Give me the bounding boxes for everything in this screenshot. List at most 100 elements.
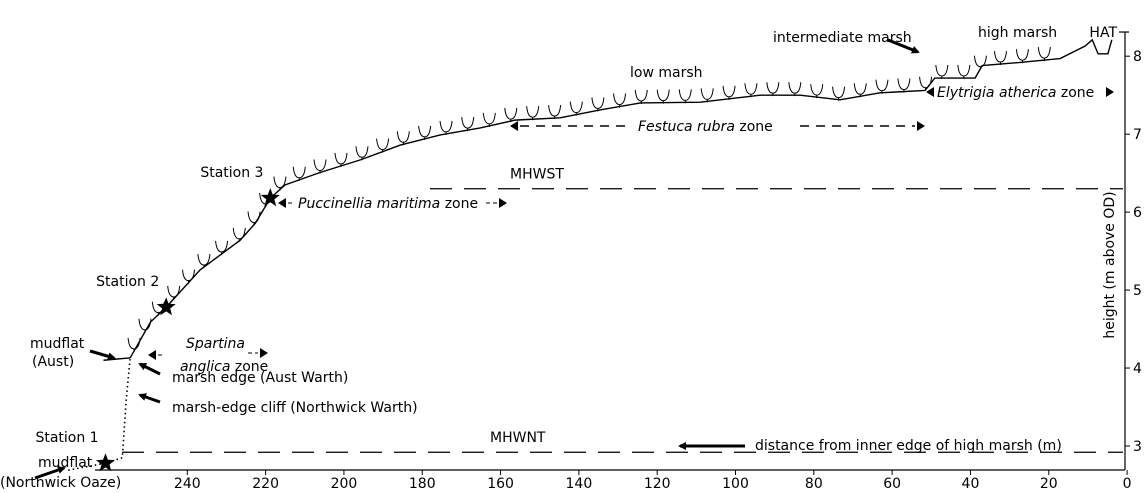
reference-label: MHWNT bbox=[490, 430, 546, 446]
vegetation-symbol bbox=[678, 89, 692, 104]
vegetation-symbol bbox=[1015, 49, 1029, 64]
zone-label: Festuca rubra bbox=[638, 119, 735, 135]
x-tick-label: 160 bbox=[487, 476, 514, 492]
zone-label: anglica zone bbox=[180, 359, 268, 375]
vegetation-symbol bbox=[482, 112, 496, 127]
vegetation-symbol bbox=[935, 64, 949, 80]
annotation: (Aust) bbox=[32, 354, 74, 370]
annotation: mudflat bbox=[30, 336, 85, 352]
annotation: marsh edge (Aust Warth) bbox=[172, 370, 348, 386]
profile-line bbox=[68, 357, 131, 471]
vegetation-symbol bbox=[334, 152, 348, 167]
zone-label: zone bbox=[739, 119, 772, 135]
vegetation-symbol bbox=[127, 337, 141, 352]
y-tick-label: 6 bbox=[1133, 205, 1142, 221]
vegetation-symbol bbox=[182, 269, 196, 284]
y-tick-label: 4 bbox=[1133, 361, 1142, 377]
vegetation-symbol bbox=[439, 120, 453, 135]
vegetation-symbol bbox=[355, 146, 369, 161]
vegetation-symbol bbox=[1037, 47, 1051, 62]
reference-label: MHWST bbox=[510, 167, 564, 183]
x-tick-label: 140 bbox=[566, 476, 593, 492]
zone-festuca: Festuca rubra zone bbox=[510, 119, 925, 135]
station-label: Station 2 bbox=[96, 274, 159, 290]
vegetation-symbol bbox=[418, 125, 432, 140]
x-axis-label: distance from inner edge of high marsh (… bbox=[755, 438, 1062, 454]
vegetation-symbol bbox=[167, 285, 181, 300]
vegetation-symbol bbox=[548, 105, 562, 120]
zone-label: anglica bbox=[180, 359, 230, 375]
vegetation-symbol bbox=[700, 88, 714, 103]
zone-label: zone bbox=[445, 196, 478, 212]
profile-line bbox=[103, 357, 131, 361]
vegetation-symbol bbox=[744, 83, 758, 98]
zone-label: Elytrigia atherica bbox=[937, 85, 1056, 101]
station-marker bbox=[156, 297, 176, 316]
station-label: Station 1 bbox=[35, 430, 98, 446]
vegetation-symbol bbox=[957, 64, 971, 80]
y-tick-label: 7 bbox=[1133, 127, 1142, 143]
zone-label: Spartina bbox=[186, 336, 245, 352]
zone-label: Festuca rubra zone bbox=[638, 119, 773, 135]
vegetation-symbol bbox=[247, 211, 261, 226]
vegetation-symbol bbox=[919, 76, 933, 91]
zone-label: Puccinellia maritima bbox=[298, 196, 440, 212]
station-label: Station 3 bbox=[200, 165, 263, 181]
annotation: mudflat bbox=[38, 455, 93, 471]
annotation: high marsh bbox=[978, 25, 1057, 41]
annotation: (Northwick Oaze) bbox=[0, 475, 121, 491]
vegetation-symbol bbox=[504, 108, 518, 123]
station-marker bbox=[260, 188, 280, 207]
vegetation-symbol bbox=[591, 97, 605, 112]
vegetation-symbol bbox=[376, 138, 390, 153]
vegetation-symbol bbox=[569, 101, 583, 116]
zone-label: zone bbox=[235, 359, 268, 375]
x-tick-label: 60 bbox=[883, 476, 901, 492]
vegetation-symbol bbox=[526, 106, 540, 121]
y-axis-label: height (m above OD) bbox=[1102, 191, 1118, 338]
zone-spartina: Spartina anglica zone bbox=[148, 336, 268, 375]
vegetation-symbol bbox=[722, 85, 736, 100]
x-tick-label: 40 bbox=[962, 476, 980, 492]
profile-line bbox=[129, 38, 1113, 359]
zone-label: zone bbox=[1061, 85, 1094, 101]
vegetation-symbol bbox=[656, 89, 670, 104]
zone-elytrigia: Elytrigia atherica zone bbox=[926, 85, 1114, 101]
hat-label: HAT bbox=[1089, 25, 1117, 41]
annotation: low marsh bbox=[630, 65, 703, 81]
vegetation-symbol bbox=[810, 84, 824, 99]
x-tick-label: 0 bbox=[1123, 476, 1132, 492]
x-tick-label: 100 bbox=[722, 476, 749, 492]
station-marker bbox=[96, 453, 115, 472]
vegetation-symbol bbox=[993, 50, 1007, 66]
vegetation-symbol bbox=[273, 176, 287, 191]
vegetation-symbol bbox=[634, 89, 648, 104]
vegetation-symbol bbox=[875, 79, 889, 94]
vegetation-symbol bbox=[897, 78, 911, 93]
vegetation-symbol bbox=[853, 83, 867, 98]
vegetation-symbol bbox=[292, 166, 306, 181]
vegetation-symbol bbox=[832, 86, 846, 101]
x-tick-label: 200 bbox=[331, 476, 358, 492]
y-tick-label: 8 bbox=[1133, 49, 1142, 65]
zone-puccinellia: Puccinellia maritima zone bbox=[278, 196, 507, 212]
vegetation-symbol bbox=[232, 227, 246, 242]
vegetation-symbol bbox=[973, 55, 987, 70]
zone-label: Puccinellia maritima zone bbox=[298, 196, 478, 212]
annotation: intermediate marsh bbox=[773, 30, 912, 46]
zone-label: Elytrigia atherica zone bbox=[937, 85, 1094, 101]
x-tick-label: 80 bbox=[805, 476, 823, 492]
vegetation-symbol bbox=[788, 82, 802, 97]
vegetation-symbol bbox=[613, 93, 627, 108]
vegetation-symbol bbox=[138, 318, 152, 333]
annotation: marsh-edge cliff (Northwick Warth) bbox=[172, 400, 418, 416]
vegetation-symbol bbox=[313, 159, 327, 174]
vegetation-symbol bbox=[396, 131, 410, 146]
x-tick-label: 180 bbox=[409, 476, 436, 492]
x-tick-label: 220 bbox=[252, 476, 279, 492]
vegetation-symbol bbox=[461, 117, 475, 132]
x-tick-label: 240 bbox=[174, 476, 201, 492]
vegetation-symbol bbox=[766, 82, 780, 97]
y-tick-label: 5 bbox=[1133, 283, 1142, 299]
